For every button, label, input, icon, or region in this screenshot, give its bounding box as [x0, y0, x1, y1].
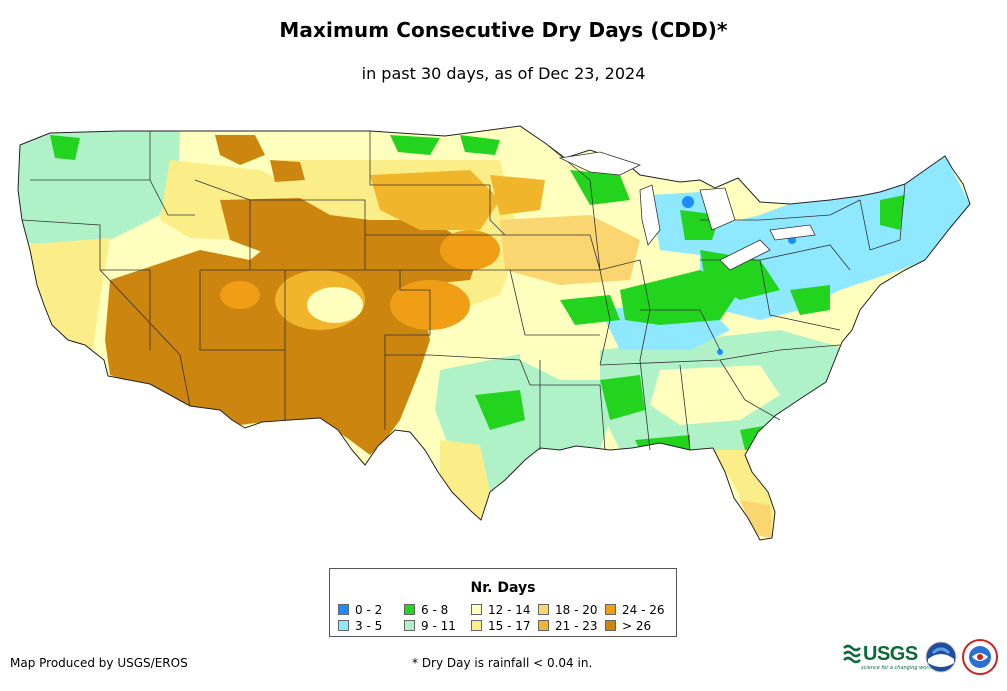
legend-swatch — [605, 604, 616, 615]
usgs-wave-icon — [843, 644, 861, 664]
legend-item-15-17: 15 - 17 — [471, 620, 531, 633]
usgs-wordmark: USGS — [863, 643, 918, 665]
usgs-logo: USGS science for a changing world — [843, 641, 933, 671]
legend-item-gt-26: > 26 — [605, 620, 651, 633]
legend-label: 21 - 23 — [555, 619, 598, 633]
legend-item-18-20: 18 - 20 — [538, 604, 598, 617]
legend-item-6-8: 6 - 8 — [404, 604, 448, 617]
legend: Nr. Days 0 - 2 3 - 5 6 - 8 9 - 11 12 - 1… — [329, 568, 677, 637]
usgs-tagline: science for a changing world — [861, 665, 933, 671]
legend-swatch — [404, 604, 415, 615]
legend-label: 24 - 26 — [622, 603, 665, 617]
legend-label: 18 - 20 — [555, 603, 598, 617]
legend-swatch — [538, 604, 549, 615]
legend-swatch — [538, 620, 549, 631]
legend-label: 9 - 11 — [421, 619, 456, 633]
legend-swatch — [471, 604, 482, 615]
legend-item-21-23: 21 - 23 — [538, 620, 598, 633]
nws-logo-icon — [962, 639, 998, 675]
cdd-map — [17, 125, 971, 541]
legend-label: 3 - 5 — [355, 619, 383, 633]
legend-label: 12 - 14 — [488, 603, 531, 617]
dry-day-footnote: * Dry Day is rainfall < 0.04 in. — [412, 656, 593, 670]
legend-swatch — [404, 620, 415, 631]
map-title: Maximum Consecutive Dry Days (CDD)* — [279, 18, 728, 42]
legend-item-3-5: 3 - 5 — [338, 620, 382, 633]
legend-label: 6 - 8 — [421, 603, 449, 617]
legend-swatch — [338, 620, 349, 631]
map-subtitle: in past 30 days, as of Dec 23, 2024 — [361, 64, 646, 83]
producer-credit: Map Produced by USGS/EROS — [10, 656, 188, 670]
noaa-logo-icon — [925, 641, 957, 673]
legend-title: Nr. Days — [470, 580, 536, 596]
legend-item-12-14: 12 - 14 — [471, 604, 531, 617]
legend-swatch — [338, 604, 349, 615]
legend-item-24-26: 24 - 26 — [605, 604, 665, 617]
legend-swatch — [605, 620, 616, 631]
legend-item-0-2: 0 - 2 — [338, 604, 382, 617]
legend-label: 0 - 2 — [355, 603, 383, 617]
legend-label: 15 - 17 — [488, 619, 531, 633]
legend-item-9-11: 9 - 11 — [404, 620, 456, 633]
legend-swatch — [471, 620, 482, 631]
legend-label: > 26 — [622, 619, 652, 633]
